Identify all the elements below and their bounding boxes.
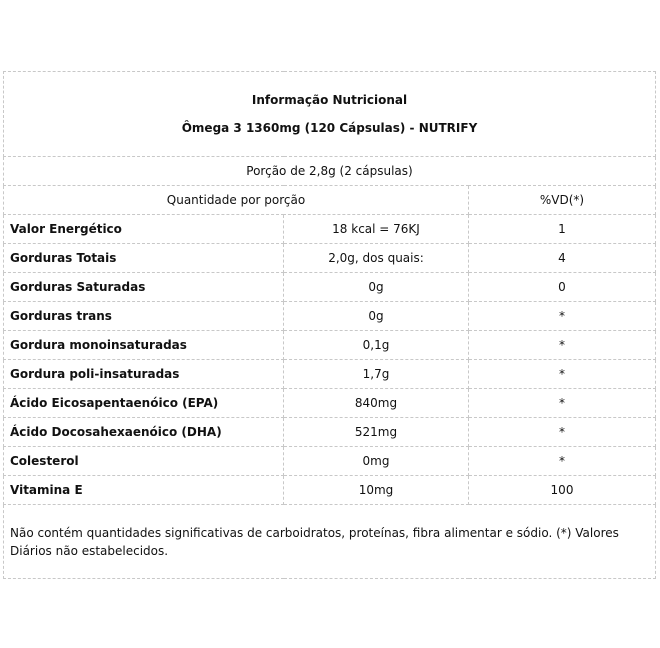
nutrient-name: Ácido Docosahexaenóico (DHA)	[3, 417, 284, 447]
table-row: Colesterol 0mg *	[3, 446, 656, 476]
nutrient-name: Colesterol	[3, 446, 284, 476]
nutrient-name: Vitamina E	[3, 475, 284, 505]
title: Informação Nutricional	[251, 93, 408, 107]
amount: 0mg	[283, 446, 469, 476]
daily-value: *	[468, 359, 656, 389]
quantity-header: Quantidade por porção	[3, 185, 469, 215]
amount: 521mg	[283, 417, 469, 447]
daily-value: *	[468, 330, 656, 360]
nutrient-name: Gorduras trans	[3, 301, 284, 331]
amount: 0,1g	[283, 330, 469, 360]
product-name: Ômega 3 1360mg (120 Cápsulas) - NUTRIFY	[181, 121, 478, 135]
daily-value: 4	[468, 243, 656, 273]
daily-value: 100	[468, 475, 656, 505]
nutrient-name: Valor Energético	[3, 214, 284, 244]
amount: 840mg	[283, 388, 469, 418]
footnote: Não contém quantidades significativas de…	[3, 504, 656, 579]
vd-header: %VD(*)	[468, 185, 656, 215]
nutrient-name: Gordura poli-insaturadas	[3, 359, 284, 389]
amount: 10mg	[283, 475, 469, 505]
table-row: Ácido Eicosapentaenóico (EPA) 840mg *	[3, 388, 656, 418]
daily-value: *	[468, 417, 656, 447]
table-title: Informação Nutricional Ômega 3 1360mg (12…	[3, 71, 656, 157]
table-row: Gorduras Saturadas 0g 0	[3, 272, 656, 302]
amount: 0g	[283, 272, 469, 302]
nutrient-name: Gordura monoinsaturadas	[3, 330, 284, 360]
table-row: Ácido Docosahexaenóico (DHA) 521mg *	[3, 417, 656, 447]
daily-value: 1	[468, 214, 656, 244]
daily-value: *	[468, 388, 656, 418]
amount: 2,0g, dos quais:	[283, 243, 469, 273]
amount: 18 kcal = 76KJ	[283, 214, 469, 244]
daily-value: *	[468, 446, 656, 476]
table-row: Gorduras trans 0g *	[3, 301, 656, 331]
daily-value: 0	[468, 272, 656, 302]
table-row: Gorduras Totais 2,0g, dos quais: 4	[3, 243, 656, 273]
table-row: Vitamina E 10mg 100	[3, 475, 656, 505]
table-row: Gordura monoinsaturadas 0,1g *	[3, 330, 656, 360]
nutrition-table: Informação Nutricional Ômega 3 1360mg (12…	[3, 71, 656, 579]
daily-value: *	[468, 301, 656, 331]
amount: 1,7g	[283, 359, 469, 389]
table-row: Valor Energético 18 kcal = 76KJ 1	[3, 214, 656, 244]
portion: Porção de 2,8g (2 cápsulas)	[3, 156, 656, 186]
table-row: Gordura poli-insaturadas 1,7g *	[3, 359, 656, 389]
nutrient-name: Ácido Eicosapentaenóico (EPA)	[3, 388, 284, 418]
nutrient-name: Gorduras Totais	[3, 243, 284, 273]
amount: 0g	[283, 301, 469, 331]
nutrient-name: Gorduras Saturadas	[3, 272, 284, 302]
